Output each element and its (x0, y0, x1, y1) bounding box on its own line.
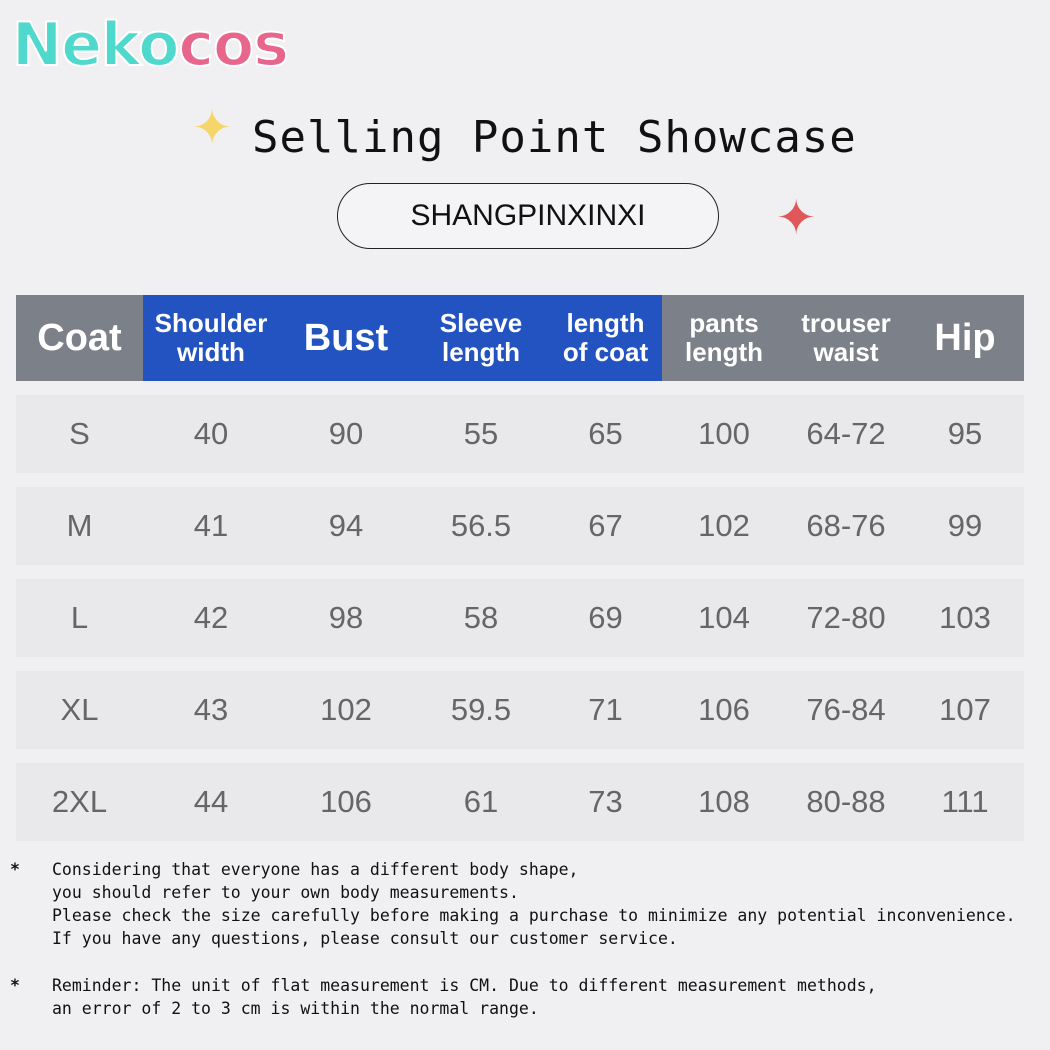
footnote-line: you should refer to your own body measur… (52, 883, 519, 902)
table-cell: M (66, 508, 93, 543)
column-header: Bust (279, 295, 413, 381)
header-line: width (177, 337, 245, 367)
table-cell: 40 (193, 416, 229, 451)
table-cell: 103 (939, 600, 991, 635)
table-cell: 102 (320, 692, 372, 727)
footnote-line: If you have any questions, please consul… (52, 929, 678, 948)
table-cell: 90 (328, 416, 364, 451)
table-cell: 106 (320, 784, 372, 819)
table-row: S 40 90 55 65 100 64-72 95 (16, 395, 1024, 473)
header-line: Hip (934, 316, 996, 359)
column-header: trouser waist (786, 295, 906, 381)
header-line: Shoulder (154, 308, 268, 338)
column-header: length of coat (549, 295, 662, 381)
table-cell: 76-84 (806, 692, 886, 727)
sparkle-icon: ✦ (776, 190, 817, 246)
table-cell: 41 (193, 508, 229, 543)
asterisk-marker: * (10, 860, 20, 879)
table-cell: 107 (939, 692, 991, 727)
column-header: Sleeve length (413, 295, 549, 381)
header-line: length (685, 337, 763, 367)
footnote-line: Reminder: The unit of flat measurement i… (52, 976, 877, 995)
table-header: Coat Shoulder width Bust Sleeve length length o… (16, 295, 1024, 381)
footnote-text: Reminder: The unit of flat measurement i… (52, 974, 877, 1020)
table-cell: 99 (947, 508, 983, 543)
subtitle-pill: SHANGPINXINXI (337, 183, 719, 249)
logo-text-teal: Neko (11, 9, 180, 81)
size-table: Coat Shoulder width Bust Sleeve length length o… (16, 295, 1024, 841)
table-cell: 73 (588, 784, 623, 819)
table-cell: S (69, 416, 90, 451)
brand-logo: Nekocos (11, 9, 290, 81)
table-cell: 108 (698, 784, 750, 819)
column-header-text: Hip (934, 316, 996, 359)
header-line: length (566, 308, 645, 338)
table-cell: 100 (698, 416, 750, 451)
table-cell: 43 (193, 692, 229, 727)
table-row: M 41 94 56.5 67 102 68-76 99 (16, 487, 1024, 565)
header-line: pants (689, 308, 759, 338)
table-cell: XL (60, 692, 99, 727)
table-cell: 98 (328, 600, 364, 635)
footnote: * Considering that everyone has a differe… (10, 858, 1016, 950)
sparkle-icon: ✦ (192, 100, 233, 156)
footnotes: * Considering that everyone has a differe… (10, 858, 1016, 1044)
page-title: Selling Point Showcase (252, 112, 857, 163)
column-header: Shoulder width (143, 295, 279, 381)
table-cell: 56.5 (450, 508, 512, 543)
table-cell: 106 (698, 692, 750, 727)
column-header-text: trouser waist (801, 309, 891, 367)
footnote-line: Considering that everyone has a differen… (52, 860, 579, 879)
table-row: XL 43 102 59.5 71 106 76-84 107 (16, 671, 1024, 749)
table-cell: 55 (463, 416, 499, 451)
table-body: S 40 90 55 65 100 64-72 95 M 41 94 56.5 67 102 68-76 99… (16, 395, 1024, 841)
column-header: pants length (662, 295, 786, 381)
footnote: * Reminder: The unit of flat measurement … (10, 974, 1016, 1020)
header-line: Bust (303, 316, 389, 359)
column-header-text: Coat (37, 316, 122, 359)
table-cell: 72-80 (806, 600, 886, 635)
table-cell: 67 (588, 508, 623, 543)
table-cell: 2XL (51, 784, 108, 819)
table-cell: 44 (193, 784, 229, 819)
table-cell: 65 (588, 416, 623, 451)
column-header-text: pants length (685, 309, 763, 367)
column-header: Coat (16, 295, 143, 381)
table-cell: 64-72 (806, 416, 886, 451)
table-cell: 68-76 (806, 508, 886, 543)
header-line: trouser (801, 308, 891, 338)
table-cell: 42 (193, 600, 229, 635)
table-cell: 59.5 (450, 692, 512, 727)
column-header-text: Bust (303, 316, 389, 359)
table-cell: 94 (328, 508, 364, 543)
footnote-text: Considering that everyone has a differen… (52, 858, 1016, 950)
table-cell: 58 (463, 600, 499, 635)
header-line: waist (813, 337, 879, 367)
footnote-line: an error of 2 to 3 cm is within the norm… (52, 999, 539, 1018)
asterisk-marker: * (10, 976, 20, 995)
table-cell: 69 (588, 600, 623, 635)
header-line: Sleeve (439, 308, 523, 338)
table-cell: 71 (588, 692, 623, 727)
table-cell: 95 (947, 416, 983, 451)
column-header-text: Sleeve length (440, 309, 522, 367)
table-cell: 102 (698, 508, 750, 543)
header-line: of coat (562, 337, 649, 367)
table-cell: 104 (698, 600, 750, 635)
logo-text-pink: cos (177, 9, 289, 81)
column-header: Hip (906, 295, 1024, 381)
column-header-text: Shoulder width (155, 309, 268, 367)
footnote-line: Please check the size carefully before m… (52, 906, 1016, 925)
table-cell: 111 (941, 784, 989, 819)
header-line: Coat (37, 316, 122, 359)
header-line: length (442, 337, 520, 367)
table-cell: 61 (463, 784, 499, 819)
table-row: 2XL 44 106 61 73 108 80-88 111 (16, 763, 1024, 841)
table-cell: 80-88 (806, 784, 886, 819)
column-header-text: length of coat (563, 309, 648, 367)
table-cell: L (70, 600, 89, 635)
table-row: L 42 98 58 69 104 72-80 103 (16, 579, 1024, 657)
